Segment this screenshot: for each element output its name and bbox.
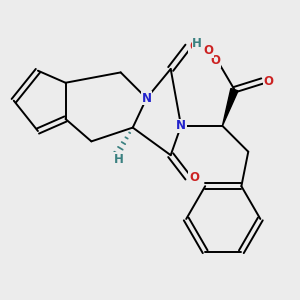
Text: O: O bbox=[189, 171, 199, 184]
Text: N: N bbox=[142, 92, 152, 105]
Text: O: O bbox=[189, 40, 199, 53]
Text: H: H bbox=[114, 153, 124, 166]
Text: H: H bbox=[192, 37, 202, 50]
Text: O: O bbox=[211, 54, 220, 67]
Polygon shape bbox=[222, 88, 238, 126]
Text: N: N bbox=[176, 119, 186, 132]
Text: O: O bbox=[204, 44, 214, 57]
Text: O: O bbox=[263, 74, 273, 88]
